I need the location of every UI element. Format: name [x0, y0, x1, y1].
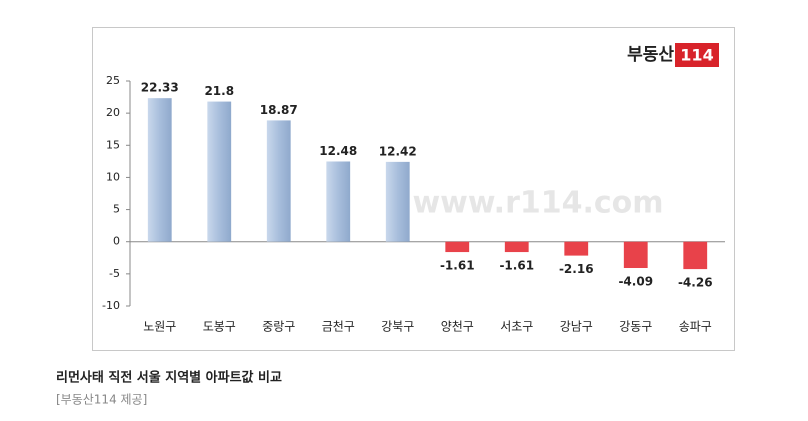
bar — [504, 241, 529, 253]
x-tick-label: 중랑구 — [262, 320, 295, 334]
x-tick-label: 양천구 — [441, 319, 474, 334]
watermark: www.r114.com — [412, 186, 663, 221]
chart-frame — [92, 27, 735, 351]
x-tick-label: 서초구 — [500, 320, 533, 334]
x-tick-label: 강동구 — [619, 320, 652, 334]
data-label: -1.61 — [499, 259, 534, 273]
y-tick-label: 10 — [106, 170, 120, 183]
y-tick-label: 0 — [113, 235, 120, 248]
x-tick-label: 송파구 — [679, 320, 712, 334]
bar — [683, 241, 708, 270]
data-label: -2.16 — [559, 262, 594, 276]
y-tick-label: -5 — [109, 267, 120, 280]
bar — [147, 98, 172, 242]
y-tick-label: 25 — [106, 74, 120, 87]
x-tick-label: 노원구 — [143, 320, 176, 334]
data-label: 12.48 — [319, 144, 357, 158]
bar — [326, 161, 351, 242]
caption-title: 리먼사태 직전 서울 지역별 아파트값 비교 — [56, 370, 282, 386]
y-tick-label: 5 — [113, 203, 120, 216]
data-label: -4.26 — [678, 276, 713, 290]
x-tick-label: 금천구 — [322, 319, 355, 334]
data-label: -4.09 — [618, 275, 653, 289]
logo-box — [675, 43, 719, 67]
caption-source: [부동산114 제공] — [56, 393, 147, 407]
data-label: -1.61 — [440, 259, 475, 273]
logo-name: 부동산 — [627, 45, 674, 65]
data-label: 18.87 — [260, 103, 298, 117]
x-tick-label: 강북구 — [381, 320, 414, 334]
bar — [385, 161, 410, 242]
y-tick-label: -10 — [102, 299, 120, 312]
bar — [445, 241, 470, 253]
y-tick-label: 20 — [106, 106, 120, 119]
bar — [207, 101, 232, 242]
logo-number: 114 — [680, 46, 713, 65]
data-label: 22.33 — [141, 81, 179, 95]
x-tick-label: 도봉구 — [203, 320, 236, 334]
y-tick-label: 15 — [106, 138, 120, 151]
bar — [266, 120, 291, 242]
data-label: 12.42 — [379, 144, 417, 158]
bar — [623, 241, 648, 269]
x-tick-label: 강남구 — [560, 320, 593, 334]
bar — [564, 241, 589, 256]
data-label: 21.8 — [204, 84, 234, 98]
